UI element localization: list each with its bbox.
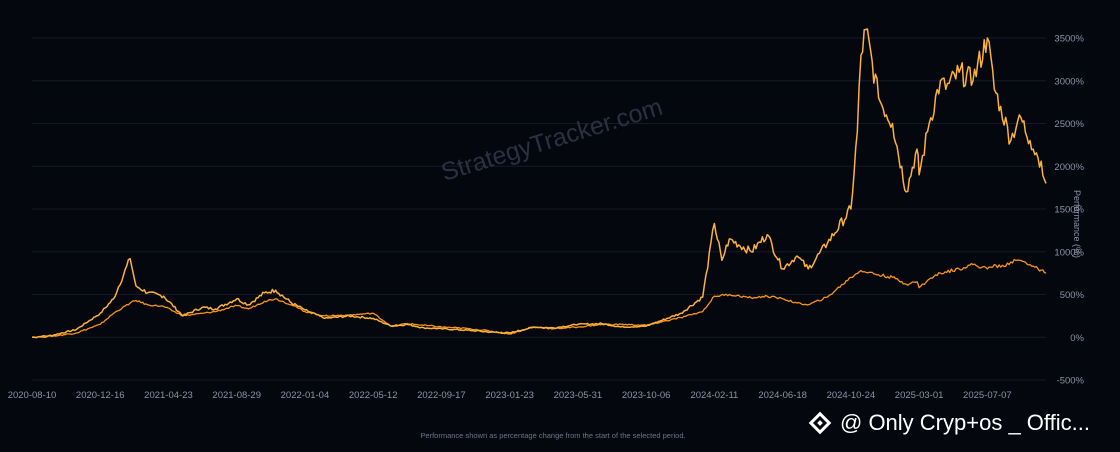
overlay-text: @ Only Cryp+os _ Offic... xyxy=(840,410,1090,435)
x-tick-label: 2021-04-23 xyxy=(144,390,193,401)
x-tick-label: 2025-03-01 xyxy=(895,390,944,401)
x-tick-label: 2020-08-10 xyxy=(8,390,57,401)
series-line-primary xyxy=(32,258,1047,339)
grid-lines xyxy=(32,37,1046,381)
x-tick-label: 2023-05-31 xyxy=(554,390,603,401)
y-axis-title: Performance (%) xyxy=(1072,190,1082,259)
x-tick-label: 2022-09-17 xyxy=(417,390,466,401)
overlay-badge: @ Only Cryp+os _ Offic... xyxy=(806,410,1090,436)
x-tick-label: 2023-01-23 xyxy=(485,390,534,401)
y-tick-label: 500% xyxy=(1060,290,1085,301)
footnote: Performance shown as percentage change f… xyxy=(420,431,686,440)
y-tick-label: 2000% xyxy=(1054,162,1084,173)
y-tick-label: 0% xyxy=(1070,333,1084,344)
x-tick-label: 2025-07-07 xyxy=(963,390,1012,401)
x-tick-label: 2022-05-12 xyxy=(349,390,398,401)
y-tick-label: 1000% xyxy=(1054,247,1084,258)
x-tick-label: 2022-01-04 xyxy=(281,390,330,401)
x-tick-label: 2021-08-29 xyxy=(212,390,261,401)
x-tick-label: 2024-10-24 xyxy=(827,390,876,401)
y-tick-label: 3000% xyxy=(1054,76,1084,87)
x-tick-label: 2020-12-16 xyxy=(76,390,125,401)
y-tick-label: 1500% xyxy=(1054,205,1084,216)
series-line-secondary xyxy=(31,28,1047,339)
x-tick-label: 2024-06-18 xyxy=(758,390,807,401)
y-axis-ticks: 3500% 3000% 2500% 2000% 1500% 1000% 500% 0% -500… xyxy=(1054,34,1084,387)
y-tick-label: 3500% xyxy=(1054,34,1084,45)
y-tick-label: 2500% xyxy=(1054,119,1084,130)
series-lines xyxy=(31,28,1047,339)
x-tick-label: 2023-10-06 xyxy=(622,390,671,401)
binance-diamond-icon xyxy=(808,411,832,435)
x-tick-label: 2024-02-11 xyxy=(690,390,738,401)
y-tick-label: -500% xyxy=(1057,376,1085,387)
x-axis-ticks: 2020-08-10 2020-12-16 2021-04-23 2021-08-29… xyxy=(8,390,1012,401)
